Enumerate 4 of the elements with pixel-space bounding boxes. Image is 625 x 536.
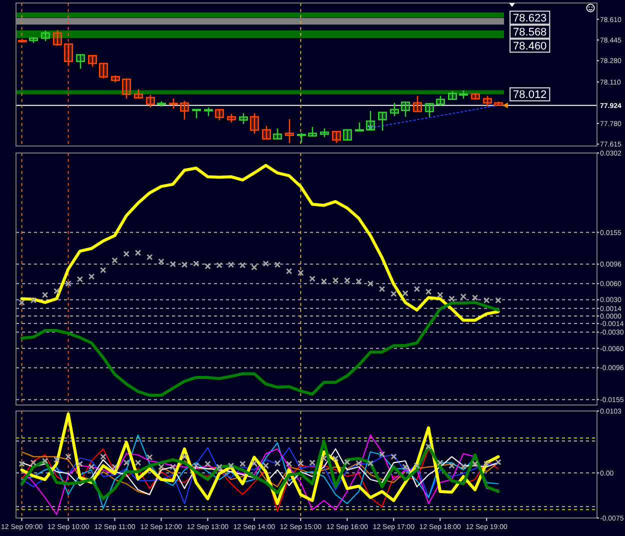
band-label: 78.012 bbox=[513, 89, 547, 102]
band-label: 78.460 bbox=[513, 40, 547, 53]
band-label: 78.568 bbox=[513, 26, 547, 39]
band-label: 78.623 bbox=[513, 12, 547, 25]
